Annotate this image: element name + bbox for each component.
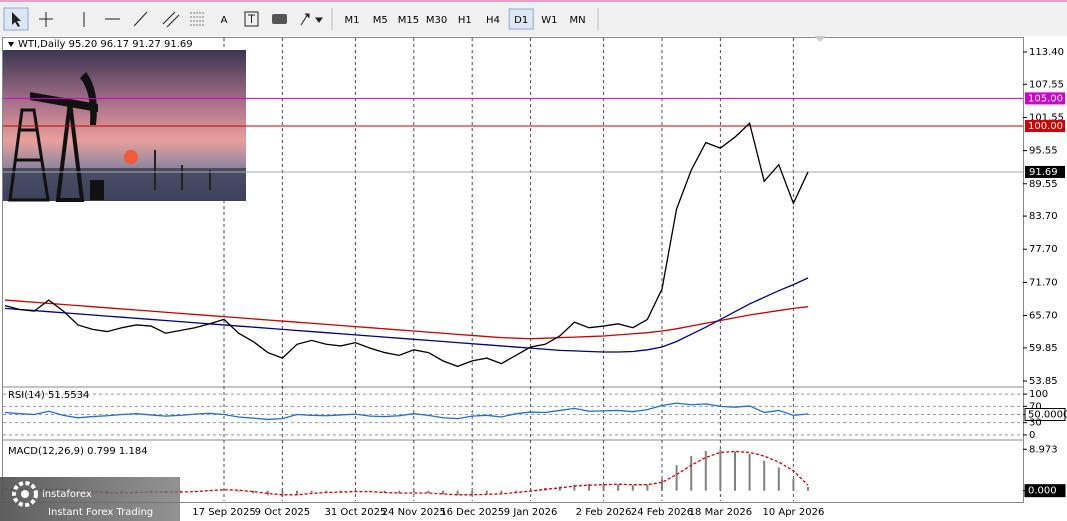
histogram-bar (661, 479, 663, 491)
y-tick-label: 77.70 (1029, 244, 1058, 255)
timeframe-button[interactable]: M30 (426, 15, 447, 26)
watermark: instaforex Instant Forex Trading (0, 477, 180, 521)
y-tick-label: 59.85 (1029, 343, 1058, 354)
histogram-bar (281, 491, 283, 497)
histogram-bar (763, 461, 765, 491)
timeframe-button[interactable]: M5 (373, 15, 388, 26)
y-tick-label: 83.70 (1029, 211, 1058, 222)
histogram-bar (705, 451, 707, 491)
x-tick-label: 2 Feb 2026 (576, 507, 632, 518)
x-tick-label: 24 Nov 2025 (382, 507, 446, 518)
photo-sun (124, 150, 138, 164)
x-tick-label: 9 Jan 2026 (504, 507, 558, 518)
histogram-bar (719, 450, 721, 491)
logo-dot (21, 490, 29, 498)
y-tick-label: 8.973 (1029, 444, 1058, 455)
histogram-bar (311, 491, 313, 493)
photo-base (90, 180, 104, 200)
y-tick-label: 65.70 (1029, 311, 1058, 322)
histogram-bar (617, 484, 619, 490)
timeframe-button[interactable]: MN (570, 15, 586, 26)
logo-tagline: Instant Forex Trading (48, 507, 153, 518)
timeframe-button[interactable]: D1 (514, 15, 528, 26)
toolbar: A M1 M5 M15 M30 H1 H4 D1 W1 MN (0, 0, 1067, 36)
x-tick-label: 10 Apr 2026 (762, 507, 824, 518)
y-tick-label: 30 (1029, 418, 1042, 429)
toolbar-edge (0, 0, 1067, 2)
level-label: 100.00 (1028, 121, 1063, 132)
y-tick-label: 53.85 (1029, 376, 1058, 387)
y-tick-label: 107.55 (1029, 79, 1064, 90)
x-tick-label: 31 Oct 2025 (324, 507, 386, 518)
y-tick-label: 0 (1029, 430, 1035, 441)
timeframe-button[interactable]: M1 (345, 15, 360, 26)
tool-text[interactable]: A (221, 15, 228, 26)
histogram-bar (223, 489, 225, 490)
y-tick-label: 95.55 (1029, 146, 1058, 157)
rsi-title: RSI(14) 51.5534 (8, 390, 89, 401)
histogram-bar (486, 491, 488, 494)
y-tick-label: 113.40 (1029, 47, 1064, 58)
x-tick-label: 16 Dec 2025 (440, 507, 504, 518)
macd-title: MACD(12,26,9) 0.799 1.184 (8, 446, 148, 457)
histogram-bar (646, 485, 648, 491)
histogram-bar (690, 456, 692, 491)
histogram-bar (500, 491, 502, 494)
y-tick-label: 100 (1029, 389, 1048, 400)
histogram-bar (676, 465, 678, 490)
histogram-bar (734, 451, 736, 490)
y-tick-label: 0.000 (1028, 486, 1057, 497)
x-tick-label: 9 Oct 2025 (255, 507, 310, 518)
tool-shape[interactable] (272, 14, 287, 24)
x-tick-label: 17 Sep 2025 (192, 507, 255, 518)
photo (3, 50, 246, 201)
timeframe-button[interactable]: M15 (398, 15, 419, 26)
timeframe-button[interactable]: W1 (541, 15, 557, 26)
histogram-bar (807, 487, 809, 491)
x-tick-label: 18 Mar 2026 (689, 507, 752, 518)
y-tick-label: 89.55 (1029, 179, 1058, 190)
timeframe-button[interactable]: H4 (486, 15, 500, 26)
histogram-bar (427, 491, 429, 493)
histogram-bar (632, 485, 634, 491)
histogram-bar (296, 491, 298, 495)
x-tick-label: 24 Feb 2026 (631, 507, 693, 518)
chart-title: WTI,Daily 95.20 96.17 91.27 91.69 (18, 39, 193, 50)
histogram-bar (792, 479, 794, 491)
histogram-bar (515, 491, 517, 492)
histogram-bar (238, 491, 240, 492)
logo-brand: instaforex (42, 489, 92, 500)
histogram-bar (749, 454, 751, 491)
timeframe-button[interactable]: H1 (458, 15, 472, 26)
histogram-bar (413, 491, 415, 493)
last-price-label: 91.69 (1029, 167, 1058, 178)
level-label: 105.00 (1028, 93, 1063, 104)
y-tick-label: 71.70 (1029, 277, 1058, 288)
histogram-bar (778, 468, 780, 491)
